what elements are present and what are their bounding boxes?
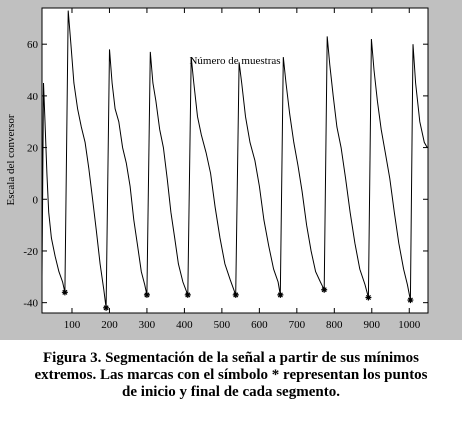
- y-tick-label: 20: [27, 143, 39, 155]
- y-tick-label: 60: [27, 39, 39, 51]
- x-tick-label: 600: [251, 319, 268, 331]
- min-marker: [321, 286, 328, 293]
- caption-line: Figura 3. Segmentación de la señal a par…: [43, 350, 419, 366]
- x-tick-label: 900: [364, 319, 381, 331]
- signal-line: [42, 10, 428, 308]
- caption-line: de inicio y final de cada segmento.: [122, 384, 340, 400]
- y-tick-label: -20: [23, 246, 38, 258]
- x-tick-label: 100: [64, 319, 81, 331]
- caption-line: extremos. Las marcas con el símbolo * re…: [34, 367, 428, 383]
- min-marker: [277, 291, 284, 298]
- x-axis-label: Número de muestras: [189, 55, 280, 67]
- min-marker: [103, 304, 110, 311]
- y-tick-label: 40: [27, 91, 39, 103]
- min-marker: [184, 291, 191, 298]
- chart: Número de muestras Escala del conversor …: [0, 0, 462, 340]
- x-tick-label: 1000: [398, 319, 421, 331]
- x-tick-label: 200: [101, 319, 118, 331]
- x-tick-label: 500: [214, 319, 231, 331]
- x-tick-label: 800: [326, 319, 343, 331]
- y-tick-label: -40: [23, 298, 38, 310]
- min-marker: [407, 297, 414, 304]
- min-marker: [232, 291, 239, 298]
- min-marker: [61, 289, 68, 296]
- x-tick-label: 700: [289, 319, 306, 331]
- x-tick-label: 400: [176, 319, 193, 331]
- y-tick-label: 0: [33, 194, 39, 206]
- min-marker: [365, 294, 372, 301]
- y-axis-label: Escala del conversor: [5, 114, 17, 205]
- min-marker: [143, 291, 150, 298]
- x-tick-label: 300: [139, 319, 156, 331]
